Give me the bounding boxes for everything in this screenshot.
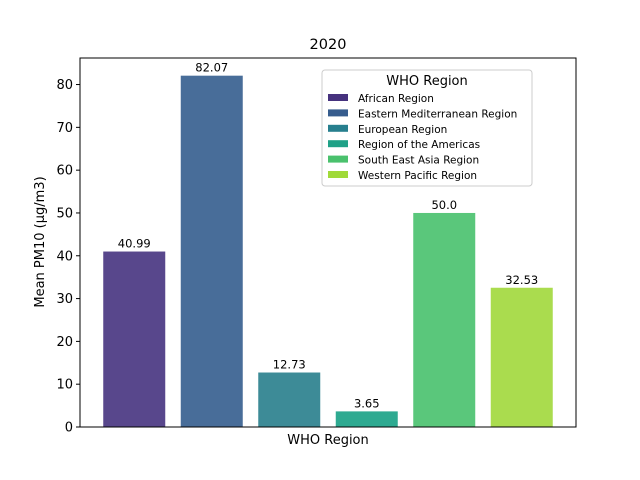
legend-swatch xyxy=(328,94,348,101)
bar-4 xyxy=(335,411,398,427)
bar-2 xyxy=(180,75,243,428)
y-tick-label: 20 xyxy=(56,335,73,350)
y-tick-label: 10 xyxy=(56,378,73,393)
bar-6 xyxy=(490,287,553,427)
bar-value-label: 32.53 xyxy=(505,273,538,287)
y-tick-label: 70 xyxy=(56,121,73,136)
legend-label: South East Asia Region xyxy=(358,155,479,167)
legend-swatch xyxy=(328,124,348,132)
x-axis-label: WHO Region xyxy=(287,433,369,448)
legend-label: Eastern Mediterranean Region xyxy=(358,108,517,120)
legend-box xyxy=(321,69,533,187)
y-tick-label: 60 xyxy=(56,164,73,179)
y-tick-label: 0 xyxy=(65,421,73,436)
y-tick-label: 80 xyxy=(56,78,73,93)
y-tick-label: 40 xyxy=(56,249,73,264)
legend-label: Region of the Americas xyxy=(358,139,480,151)
bar-value-label: 12.73 xyxy=(273,358,306,372)
legend-swatch xyxy=(328,140,348,148)
y-tick-label: 50 xyxy=(56,206,73,221)
legend-label: Western Pacific Region xyxy=(358,170,477,182)
bar-value-label: 50.0 xyxy=(431,198,457,212)
legend-label: European Region xyxy=(358,124,447,136)
legend-entries: African Region Eastern Mediterranean Regi… xyxy=(328,93,517,182)
y-axis-label: Mean PM10 (μg/m3) xyxy=(33,176,48,307)
bars xyxy=(103,75,553,428)
bar-value-label: 40.99 xyxy=(118,237,151,251)
legend: WHO Region African Region Eastern Mediter… xyxy=(321,69,533,187)
legend-swatch xyxy=(328,155,348,163)
bar-5 xyxy=(413,212,476,427)
bar-value-labels: 40.99 82.07 12.73 3.65 50.0 32.53 xyxy=(118,61,538,411)
legend-swatch xyxy=(328,171,348,178)
legend-label: African Region xyxy=(358,93,434,105)
bar-value-label: 82.07 xyxy=(195,61,228,75)
y-axis: 0 10 20 30 40 50 60 70 80 xyxy=(56,78,80,436)
chart-title: 2020 xyxy=(310,37,347,53)
legend-swatch xyxy=(328,109,348,117)
bar-3 xyxy=(258,372,321,427)
bar-1 xyxy=(103,251,166,427)
legend-title: WHO Region xyxy=(386,74,468,89)
plot-frame xyxy=(79,57,577,428)
bar-value-label: 3.65 xyxy=(354,396,380,410)
y-tick-label: 30 xyxy=(56,292,73,307)
